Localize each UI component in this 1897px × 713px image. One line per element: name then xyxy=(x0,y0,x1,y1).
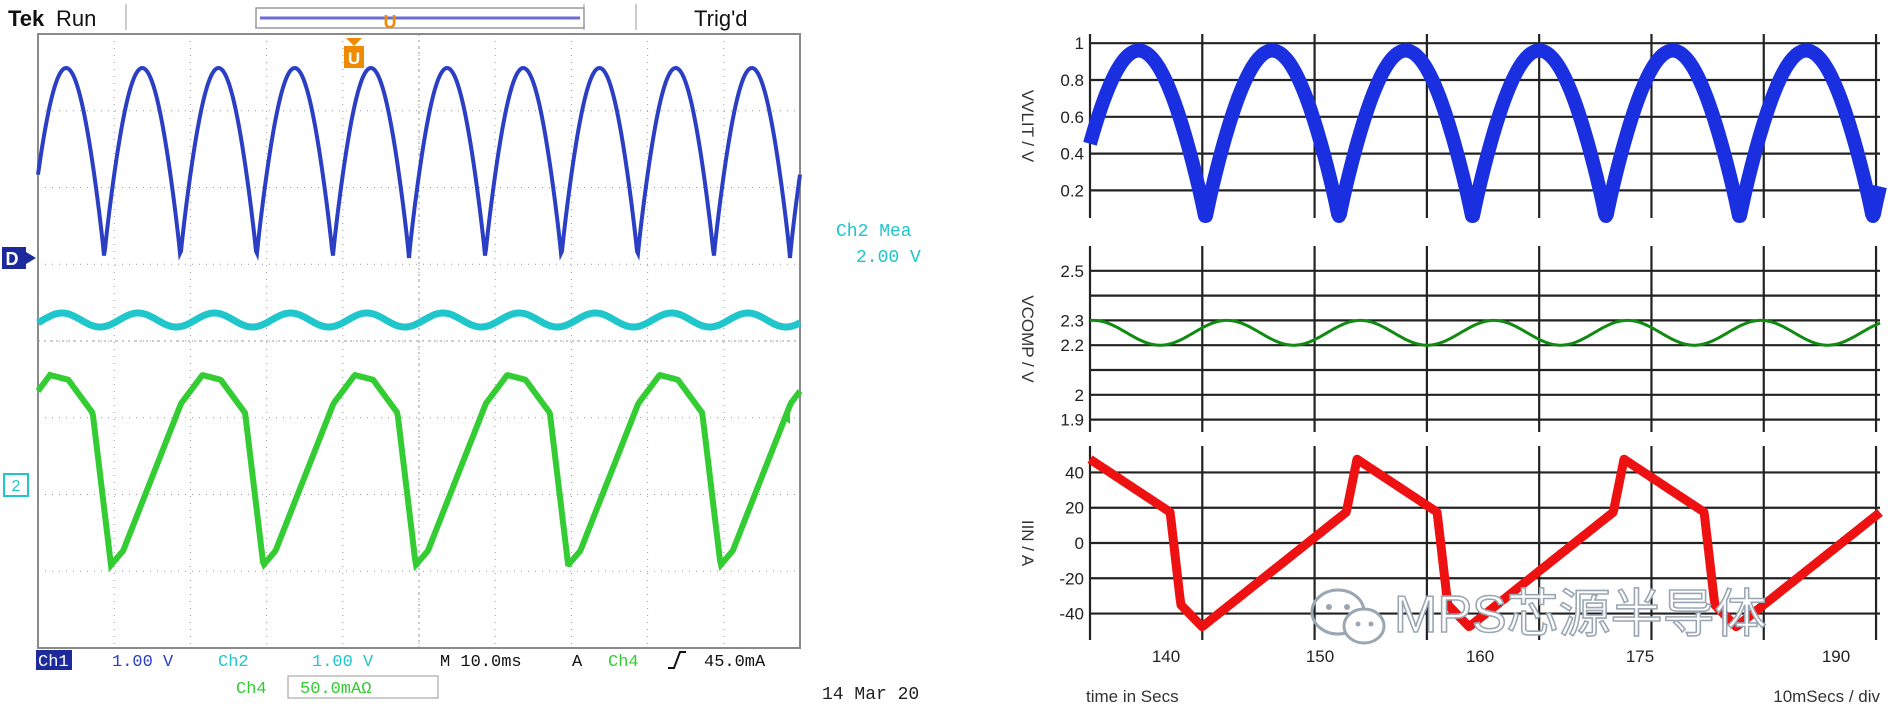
scope-traces xyxy=(35,65,803,573)
ch4-scale: 50.0mAΩ xyxy=(300,680,371,699)
iin-xtick-label: 140 xyxy=(1152,647,1180,666)
ch4-trigger-level-arrow xyxy=(782,412,790,424)
watermark: MPS芯源半导体 xyxy=(1310,585,1767,645)
vvlit-ytick-label: 0.8 xyxy=(1060,71,1084,90)
trigger-position-marker: U xyxy=(384,12,397,32)
simulation-panel: 0.2 0.4 0.6 0.8 1 VVLIT / V 1.9 2 2.2 2.3 2.5 VCOMP… xyxy=(1018,34,1887,706)
scope-graticule xyxy=(38,34,800,648)
trigger-marker-label: U xyxy=(348,49,360,68)
iin-trace xyxy=(1086,454,1884,632)
ch1-ground-marker xyxy=(2,247,26,269)
ch2-measure-label: Ch2 Mea xyxy=(836,222,912,242)
ch2-ground-marker xyxy=(3,473,29,497)
scope-brand: Tek xyxy=(8,6,45,31)
trigger-marker-box xyxy=(344,46,364,68)
simulation-labels: 0.2 0.4 0.6 0.8 1 VVLIT / V 1.9 2 2.2 2.3 2.5 VCOMP… xyxy=(1018,34,1880,706)
scope-trig-state: Trig'd xyxy=(694,6,748,31)
ch1-ground-marker-label: D xyxy=(6,249,19,269)
vcomp-ytick-label: 2.5 xyxy=(1060,262,1084,281)
vvlit-ytick-label: 1 xyxy=(1075,34,1084,53)
ch1-label-box xyxy=(36,650,72,670)
iin-ytick-label: -40 xyxy=(1059,605,1084,624)
ch1-scale: 1.00 V xyxy=(112,653,174,672)
watermark-text: MPS芯源半导体 xyxy=(1394,586,1767,644)
vvlit-ytick-label: 0.4 xyxy=(1060,145,1084,164)
x-axis-label-right: 10mSecs / div xyxy=(1773,687,1880,706)
trigger-point-arrow xyxy=(346,38,362,46)
ch4-scale-box xyxy=(287,675,439,699)
ch4-trace xyxy=(35,371,803,573)
ch2-measure-value: 2.00 V xyxy=(856,248,921,268)
iin-ylabel: IIN / A xyxy=(1018,520,1037,567)
vcomp-ytick-label: 2.3 xyxy=(1060,311,1084,330)
iin-xtick-label: 150 xyxy=(1306,647,1334,666)
ch1-ground-arrow xyxy=(26,252,36,264)
vcomp-trace xyxy=(1089,318,1881,347)
vcomp-ytick-label: 1.9 xyxy=(1060,411,1084,430)
iin-xtick-label: 175 xyxy=(1626,647,1654,666)
timebase-readout: M 10.0ms xyxy=(440,653,522,672)
vcomp-ylabel: VCOMP / V xyxy=(1018,295,1037,383)
trigger-mode: A xyxy=(572,653,583,672)
trigger-slope-icon xyxy=(668,651,686,669)
ch2-scale: 1.00 V xyxy=(312,653,374,672)
x-axis-label-left: time in Secs xyxy=(1086,687,1179,706)
ch2-trace xyxy=(36,309,802,331)
ch2-tag: Ch2 xyxy=(218,653,249,672)
scope-date: 14 Mar 20 xyxy=(822,685,919,705)
iin-ytick-label: -20 xyxy=(1059,569,1084,588)
vcomp-ytick-label: 2.2 xyxy=(1060,336,1084,355)
oscilloscope-panel: Tek Run Trig'd U U D 2 Ch2 Mea 2.00 V Ch… xyxy=(2,4,921,705)
vvlit-trace xyxy=(1083,43,1887,223)
ch4-tag: Ch4 xyxy=(236,680,267,699)
ch1-tag: Ch1 xyxy=(38,653,69,672)
scope-run-state: Run xyxy=(56,6,96,31)
ch2-ground-marker-label: 2 xyxy=(12,478,21,495)
iin-ytick-label: 40 xyxy=(1065,463,1084,482)
iin-ytick-label: 0 xyxy=(1075,534,1084,553)
wechat-icon xyxy=(1310,588,1386,645)
vvlit-ytick-label: 0.6 xyxy=(1060,108,1084,127)
iin-xtick-label: 160 xyxy=(1466,647,1494,666)
trigger-level: 45.0mA xyxy=(704,653,766,672)
trigger-source: Ch4 xyxy=(608,653,639,672)
iin-xtick-label: 190 xyxy=(1822,647,1850,666)
ch1-trace xyxy=(36,65,802,261)
vvlit-ylabel: VVLIT / V xyxy=(1018,90,1037,163)
vcomp-ytick-label: 2 xyxy=(1075,386,1084,405)
vvlit-ytick-label: 0.2 xyxy=(1060,181,1084,200)
simulation-traces xyxy=(1083,43,1887,632)
iin-ytick-label: 20 xyxy=(1065,499,1084,518)
